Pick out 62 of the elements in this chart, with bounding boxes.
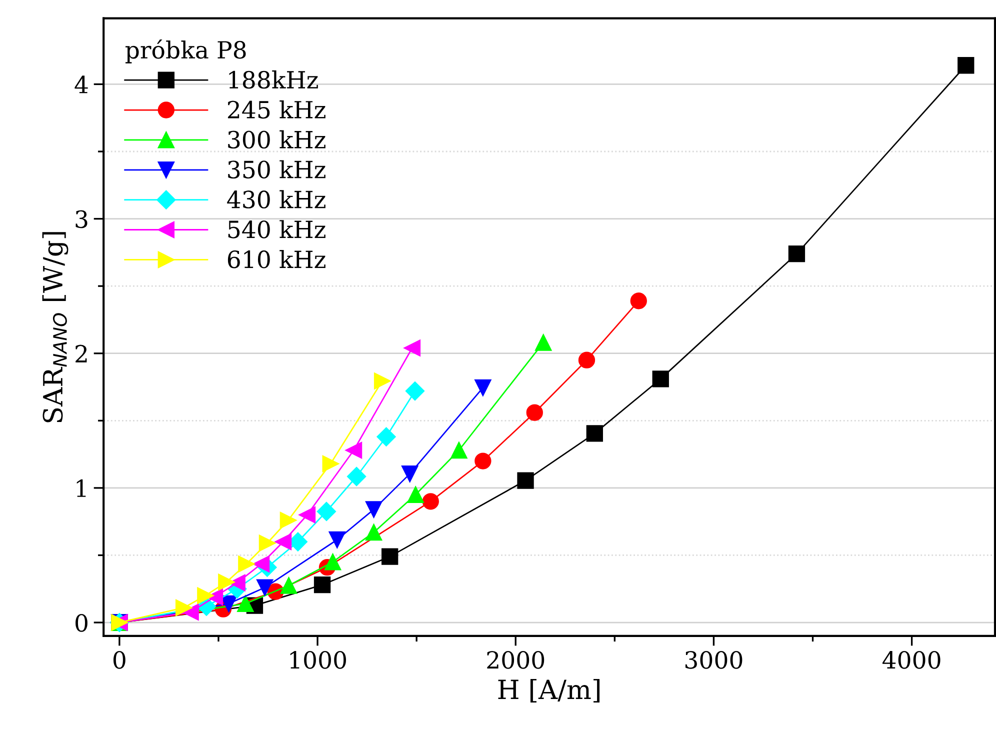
point	[450, 442, 468, 459]
legend-label: 540 kHz	[228, 220, 326, 238]
y-tick-label: 1	[76, 479, 86, 497]
legend-label: 245 kHz	[228, 100, 326, 119]
x-tick-label: 3000	[685, 650, 742, 669]
legend-title: próbka P8	[126, 40, 246, 64]
legend-label: 350 kHz	[228, 160, 326, 178]
y-tick-label: 2	[76, 344, 87, 362]
legend-label: 300 kHz	[228, 130, 326, 149]
y-tick-label: 4	[74, 76, 88, 94]
point	[258, 534, 276, 552]
point	[526, 404, 543, 421]
point	[274, 533, 292, 550]
point	[474, 452, 492, 470]
point	[402, 465, 418, 482]
point	[365, 501, 382, 518]
point	[324, 554, 342, 570]
x-tick-label: 1000	[290, 650, 346, 669]
x-tick-label: 4000	[882, 650, 940, 669]
point	[175, 599, 192, 616]
point	[280, 577, 298, 594]
point	[405, 382, 425, 401]
y-tick-label: 3	[76, 210, 88, 228]
point	[407, 486, 424, 503]
legend-label: 430 kHz	[227, 190, 326, 208]
point	[517, 472, 534, 489]
point	[197, 587, 214, 604]
point	[316, 502, 336, 522]
point	[218, 574, 235, 590]
point	[298, 506, 316, 524]
point	[347, 466, 366, 486]
point	[252, 556, 270, 572]
point	[322, 455, 339, 472]
point	[182, 604, 199, 620]
point	[535, 334, 552, 351]
point	[404, 340, 421, 356]
point	[381, 548, 398, 565]
y-axis-title: SAR$_{NANO}$ [W/g]	[42, 232, 68, 422]
point	[376, 427, 396, 446]
point	[958, 57, 974, 74]
legend-label: 610 kHz	[228, 250, 326, 268]
point	[586, 425, 603, 442]
point	[652, 370, 669, 388]
point	[422, 493, 439, 510]
legend-label: 188kHz	[229, 70, 318, 89]
point	[256, 579, 274, 596]
x-axis-title: H [A/m]	[498, 678, 600, 702]
point	[237, 595, 254, 612]
point	[345, 442, 362, 459]
point	[365, 524, 382, 541]
point	[280, 512, 297, 529]
point	[314, 576, 331, 594]
point	[630, 292, 647, 310]
point	[238, 556, 255, 572]
point	[374, 372, 391, 390]
point	[578, 352, 596, 368]
point	[474, 379, 492, 396]
x-tick-label: 2000	[487, 650, 544, 669]
point	[328, 531, 346, 548]
x-tick-label: 0	[113, 650, 126, 669]
point	[788, 245, 806, 262]
y-tick-label: 0	[76, 614, 88, 632]
